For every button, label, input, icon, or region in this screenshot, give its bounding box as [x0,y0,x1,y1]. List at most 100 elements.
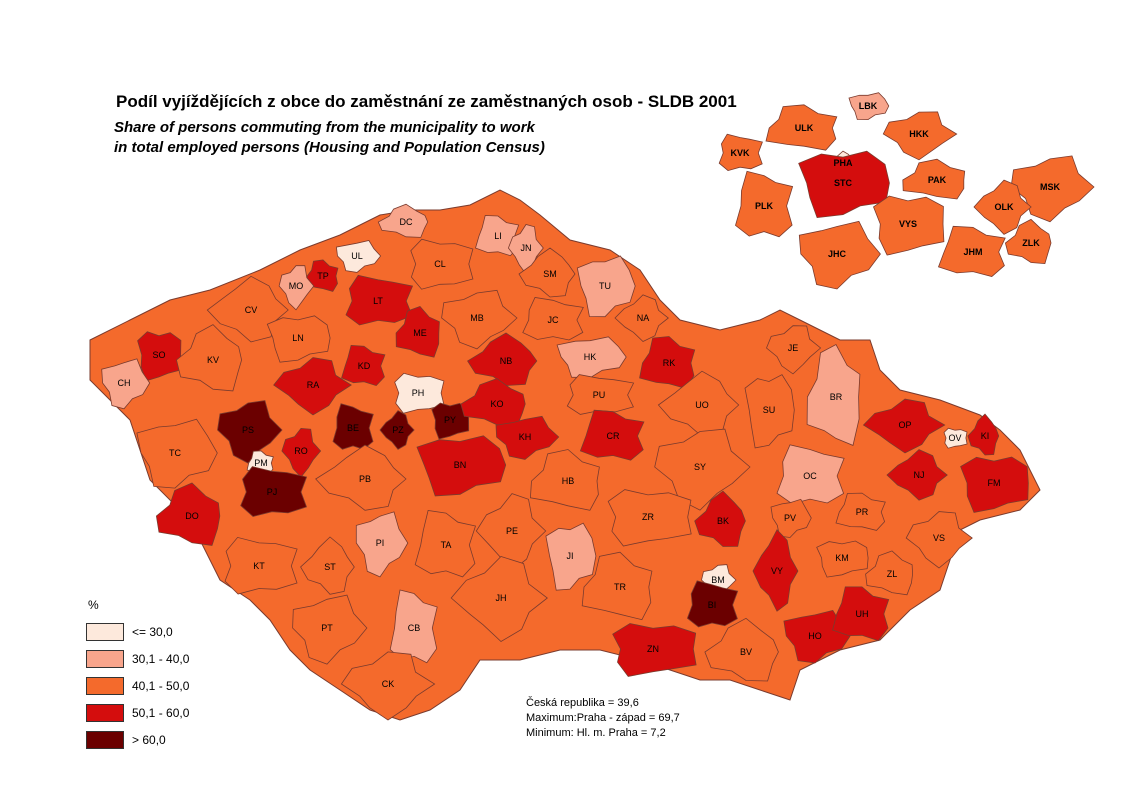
region-hkk [882,111,958,161]
district-ck [340,651,436,721]
legend-row: 50,1 - 60,0 [86,699,189,726]
stats-line: Maximum:Praha - západ = 69,7 [526,712,680,724]
district-label: UO [695,400,709,410]
district-je [766,325,822,375]
district-ch [101,358,151,410]
district-pb [315,444,407,511]
district-label: PM [254,458,268,468]
legend-row: 40,1 - 50,0 [86,672,189,699]
district-label: UH [856,609,869,619]
district-mo [278,265,315,311]
district-pe [475,493,547,572]
district-do [155,482,221,546]
district-ta [414,510,477,578]
district-label: TR [614,582,626,592]
district-label: JE [788,343,799,353]
district-label: SU [763,405,776,415]
district-label: BM [711,575,725,585]
district-ki [967,413,1000,456]
district-label: KH [519,432,532,442]
district-vs [905,511,973,569]
district-sm [518,247,576,298]
district-label: TU [599,281,611,291]
legend-row: <= 30,0 [86,618,189,645]
district-mb [441,289,518,350]
region-stc [798,150,890,219]
district-pv [770,498,812,538]
district-dc [377,203,429,238]
district-cr [579,409,645,461]
district-label: UL [351,251,363,261]
district-label: SO [152,350,165,360]
district-hk [556,336,627,379]
region-plk [735,170,794,238]
district-label: BK [717,516,729,526]
region-label: MSK [1040,182,1061,192]
district-label: JN [521,243,532,253]
district-label: KM [835,553,849,563]
district-label: TA [441,540,452,550]
legend-unit: % [88,598,99,612]
district-st [300,536,355,595]
district-label: FM [988,478,1001,488]
district-label: CR [607,431,620,441]
district-fm [960,456,1029,513]
district-pu [566,374,635,415]
district-label: ST [324,562,336,572]
region-jhc [798,220,881,290]
district-label: PH [412,388,425,398]
district-kh [495,415,560,460]
region-label: HKK [909,129,929,139]
district-label: ME [413,328,427,338]
district-label: PI [376,538,385,548]
district-label: CK [382,679,395,689]
district-zn [612,623,697,677]
legend-row: 30,1 - 40,0 [86,645,189,672]
district-ln [266,315,331,363]
district-label: BI [708,600,717,610]
district-label: VY [771,566,783,576]
district-label: OC [803,471,817,481]
district-ps [217,400,283,464]
legend-label: 30,1 - 40,0 [132,651,190,666]
district-bv [704,617,779,682]
district-label: NB [500,356,513,366]
district-label: PE [506,526,518,536]
district-label: CV [245,305,258,315]
district-nb [467,332,538,386]
district-op [862,398,946,454]
district-label: KI [981,431,990,441]
stats-box: Česká republika = 39,6 Maximum:Praha - z… [526,696,680,741]
district-label: KO [490,399,503,409]
region-label: JHM [963,247,982,257]
district-me [395,306,440,358]
district-label: CL [434,259,446,269]
district-label: PR [856,507,869,517]
district-ho [783,609,851,664]
region-label: LBK [859,101,878,111]
district-label: DC [400,217,413,227]
district-tr [581,551,653,621]
region-label: KVK [730,148,750,158]
district-br [806,343,861,446]
district-vy [752,529,799,612]
district-pi [355,511,409,578]
district-pz [379,410,415,450]
district-label: SM [543,269,557,279]
region-label: VYS [899,219,917,229]
district-tc [136,418,218,489]
map-subtitle: Share of persons commuting from the muni… [114,118,545,158]
district-label: HB [562,476,575,486]
district-label: MB [470,313,484,323]
district-pj [240,466,308,517]
district-so [137,331,182,382]
district-label: CB [408,623,421,633]
district-label: TC [169,448,181,458]
district-hb [529,449,600,511]
district-ra [273,357,352,416]
legend-swatch [86,622,124,641]
district-kt [224,536,298,595]
region-label: ULK [795,123,814,133]
district-label: RA [307,380,320,390]
